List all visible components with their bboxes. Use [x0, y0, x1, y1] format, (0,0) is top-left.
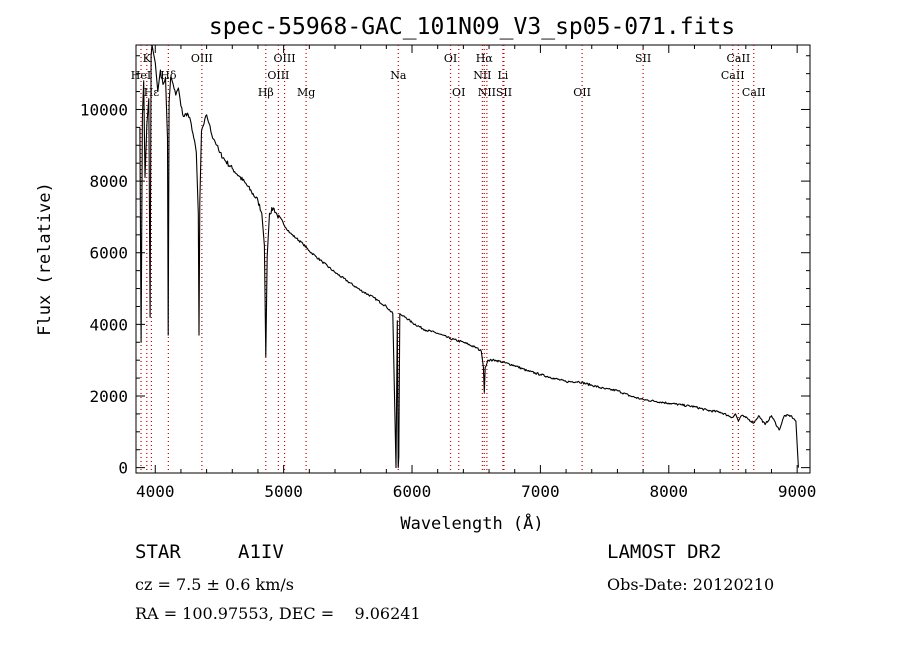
object-subclass: A1IV [238, 541, 284, 563]
line-label: SII [635, 52, 651, 65]
line-label: K [143, 52, 152, 65]
line-label: OI [452, 86, 465, 99]
line-label: OI [444, 52, 457, 65]
line-label: NII [473, 69, 491, 82]
line-label: Hβ [258, 86, 274, 99]
x-tick-label: 9000 [778, 482, 817, 501]
line-label: OIII [274, 52, 296, 65]
line-label: NII [478, 86, 496, 99]
line-label: HeI [131, 69, 151, 82]
y-tick-label: 8000 [89, 172, 128, 191]
y-axis-label: Flux (relative) [35, 182, 55, 336]
coordinates-value: RA = 100.97553, DEC = 9.06241 [135, 604, 421, 623]
survey-name: LAMOST DR2 [607, 541, 722, 563]
line-label: Mg [297, 86, 315, 99]
x-tick-label: 6000 [393, 482, 432, 501]
observation-date: Obs-Date: 20120210 [607, 575, 775, 594]
line-label: OIII [191, 52, 213, 65]
axes: 4000 5000 6000 7000 8000 9000 0 2000 4000 6000 800… [80, 45, 817, 501]
y-tick-label: 6000 [89, 244, 128, 263]
y-tick-label: 4000 [89, 315, 128, 334]
y-tick-label: 2000 [89, 387, 128, 406]
line-label: Hδ [160, 69, 177, 82]
spectrum-line [139, 44, 799, 469]
y-tick-label: 0 [118, 459, 128, 478]
line-label: OIII [267, 69, 289, 82]
y-tick-label: 10000 [80, 100, 128, 119]
x-tick-label: 7000 [521, 482, 560, 501]
spectral-line-markers [140, 45, 755, 473]
line-label: CaII [742, 86, 766, 99]
plot-frame [135, 44, 811, 474]
x-tick-label: 4000 [136, 482, 175, 501]
line-label: SII [496, 86, 512, 99]
line-label: Hε [144, 86, 160, 99]
line-label: Hα [476, 52, 494, 65]
line-label: CaII [727, 52, 751, 65]
chart-title: spec-55968-GAC_101N09_V3_sp05-071.fits [209, 14, 735, 40]
line-label: OII [573, 86, 591, 99]
redshift-value: cz = 7.5 ± 0.6 km/s [135, 575, 294, 594]
line-label: CaII [721, 69, 745, 82]
x-tick-label: 8000 [650, 482, 689, 501]
line-label: Li [497, 69, 508, 82]
x-axis-label: Wavelength (Å) [400, 512, 543, 534]
x-tick-label: 5000 [264, 482, 303, 501]
object-class: STAR [135, 541, 181, 563]
line-label: Na [390, 69, 407, 82]
